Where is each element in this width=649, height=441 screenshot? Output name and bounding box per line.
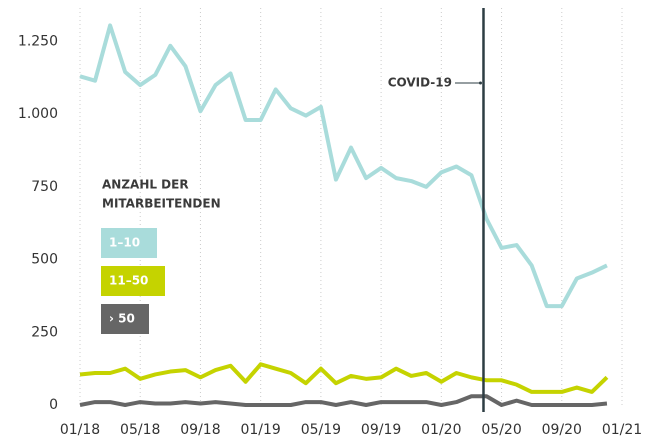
series-line (79, 23, 608, 309)
x-tick-label: 01/18 (60, 422, 100, 438)
legend-title: MITARBEITENDEN (102, 197, 221, 211)
legend-title: ANZAHL DER (102, 178, 189, 192)
x-tick-label: 09/20 (542, 422, 582, 438)
x-tick-label: 05/18 (120, 422, 160, 438)
event-label: COVID-19 (388, 76, 452, 90)
y-tick-label: 1.000 (18, 106, 58, 122)
y-tick-label: 250 (31, 324, 58, 340)
y-tick-label: 500 (31, 252, 58, 268)
legend-label: 11–50 (109, 274, 148, 288)
x-tick-label: 05/19 (301, 422, 341, 438)
legend-label: › 50 (109, 312, 135, 326)
x-tick-label: 01/21 (602, 422, 642, 438)
x-tick-label: 05/20 (481, 422, 521, 438)
series-line (79, 394, 608, 407)
x-tick-label: 09/18 (180, 422, 220, 438)
y-tick-label: 750 (31, 179, 58, 195)
legend-swatch (101, 266, 165, 296)
x-tick-label: 09/19 (361, 422, 401, 438)
legend-label: 1–10 (109, 236, 140, 250)
y-tick-label: 1.250 (18, 33, 58, 49)
legend-swatch (101, 228, 157, 258)
x-tick-label: 01/20 (421, 422, 461, 438)
x-tick-label: 01/19 (240, 422, 280, 438)
series-line (79, 362, 609, 394)
event-dot (478, 81, 482, 85)
legend-swatch (101, 304, 149, 334)
y-tick-label: 0 (49, 397, 58, 413)
